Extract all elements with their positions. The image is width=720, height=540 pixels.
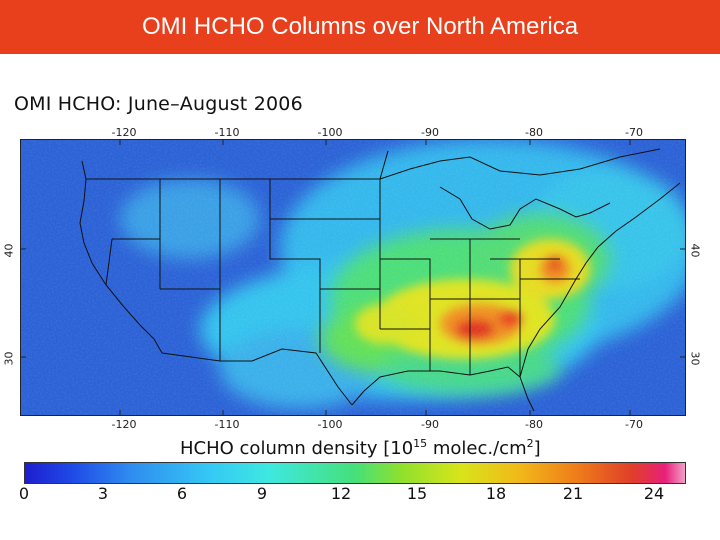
lon-label-top: -110 [214,126,240,139]
map-title: OMI HCHO: June–August 2006 [14,93,303,115]
colorbar-title: HCHO column density [1015 molec./cm2] [180,437,541,459]
lon-label-top: -90 [421,126,439,139]
colorbar-tick: 24 [643,484,665,503]
hcho-map [20,139,686,416]
lon-label-bottom: -100 [317,418,343,431]
colorbar-tick: 3 [97,484,109,503]
title-bar: OMI HCHO Columns over North America [0,0,720,54]
lon-label-top: -80 [525,126,543,139]
colorbar-tick: 6 [176,484,188,503]
slide-title: OMI HCHO Columns over North America [141,13,579,40]
pixel-speckle [20,139,686,416]
lon-label-bottom: -70 [625,418,643,431]
colorbar [24,462,686,484]
colorbar-tick: 18 [485,484,507,503]
lat-label-left: 40 [2,243,16,258]
colorbar-tick: 21 [562,484,584,503]
state-line [105,179,580,377]
great-lakes [439,186,611,230]
lon-label-bottom: -90 [421,418,439,431]
lon-label-bottom: -110 [214,418,240,431]
lat-label-left: 30 [2,351,16,366]
lon-label-top: -100 [317,126,343,139]
lon-label-bottom: -120 [111,418,137,431]
colorbar-tick: 12 [330,484,352,503]
lon-label-top: -120 [111,126,137,139]
west-coast [79,160,163,354]
colorbar-tick: 9 [256,484,268,503]
lat-label-right: 30 [688,351,702,366]
borders [79,148,681,412]
lon-label-bottom: -80 [525,418,543,431]
map-frame [20,139,686,416]
east-coast [519,182,681,378]
colorbar-tick: 0 [18,484,30,503]
lon-label-top: -70 [625,126,643,139]
lat-label-right: 40 [688,243,702,258]
colorbar-tick: 15 [406,484,428,503]
